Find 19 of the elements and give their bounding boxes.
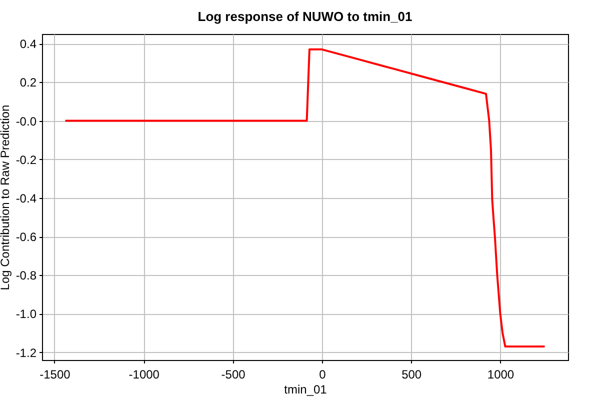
x-tick-label: 500: [402, 368, 422, 382]
x-tick-label: -1500: [40, 368, 71, 382]
y-tick-label: -0.8: [16, 268, 37, 283]
y-tick-label: -0.2: [16, 152, 37, 167]
x-tick-label: 0: [319, 368, 326, 382]
y-tick-label: -0.0: [16, 114, 37, 128]
y-tick-label: 0.4: [20, 37, 37, 52]
y-tick-label: -0.6: [16, 230, 37, 244]
y-tick-label: -1.2: [16, 346, 37, 360]
y-tick-label: -1.0: [16, 307, 37, 322]
y-axis-title: Log Contribution to Raw Prediction: [0, 104, 12, 290]
x-tick-label: -500: [221, 368, 246, 382]
x-axis-title: tmin_01: [284, 382, 328, 396]
chart-title: Log response of NUWO to tmin_01: [198, 9, 412, 24]
x-tick-label: 1000: [487, 368, 514, 382]
y-tick-label: 0.2: [20, 76, 37, 90]
x-tick-label: -1000: [128, 368, 160, 382]
y-tick-label: -0.4: [16, 191, 37, 206]
line-series: [65, 48, 545, 348]
